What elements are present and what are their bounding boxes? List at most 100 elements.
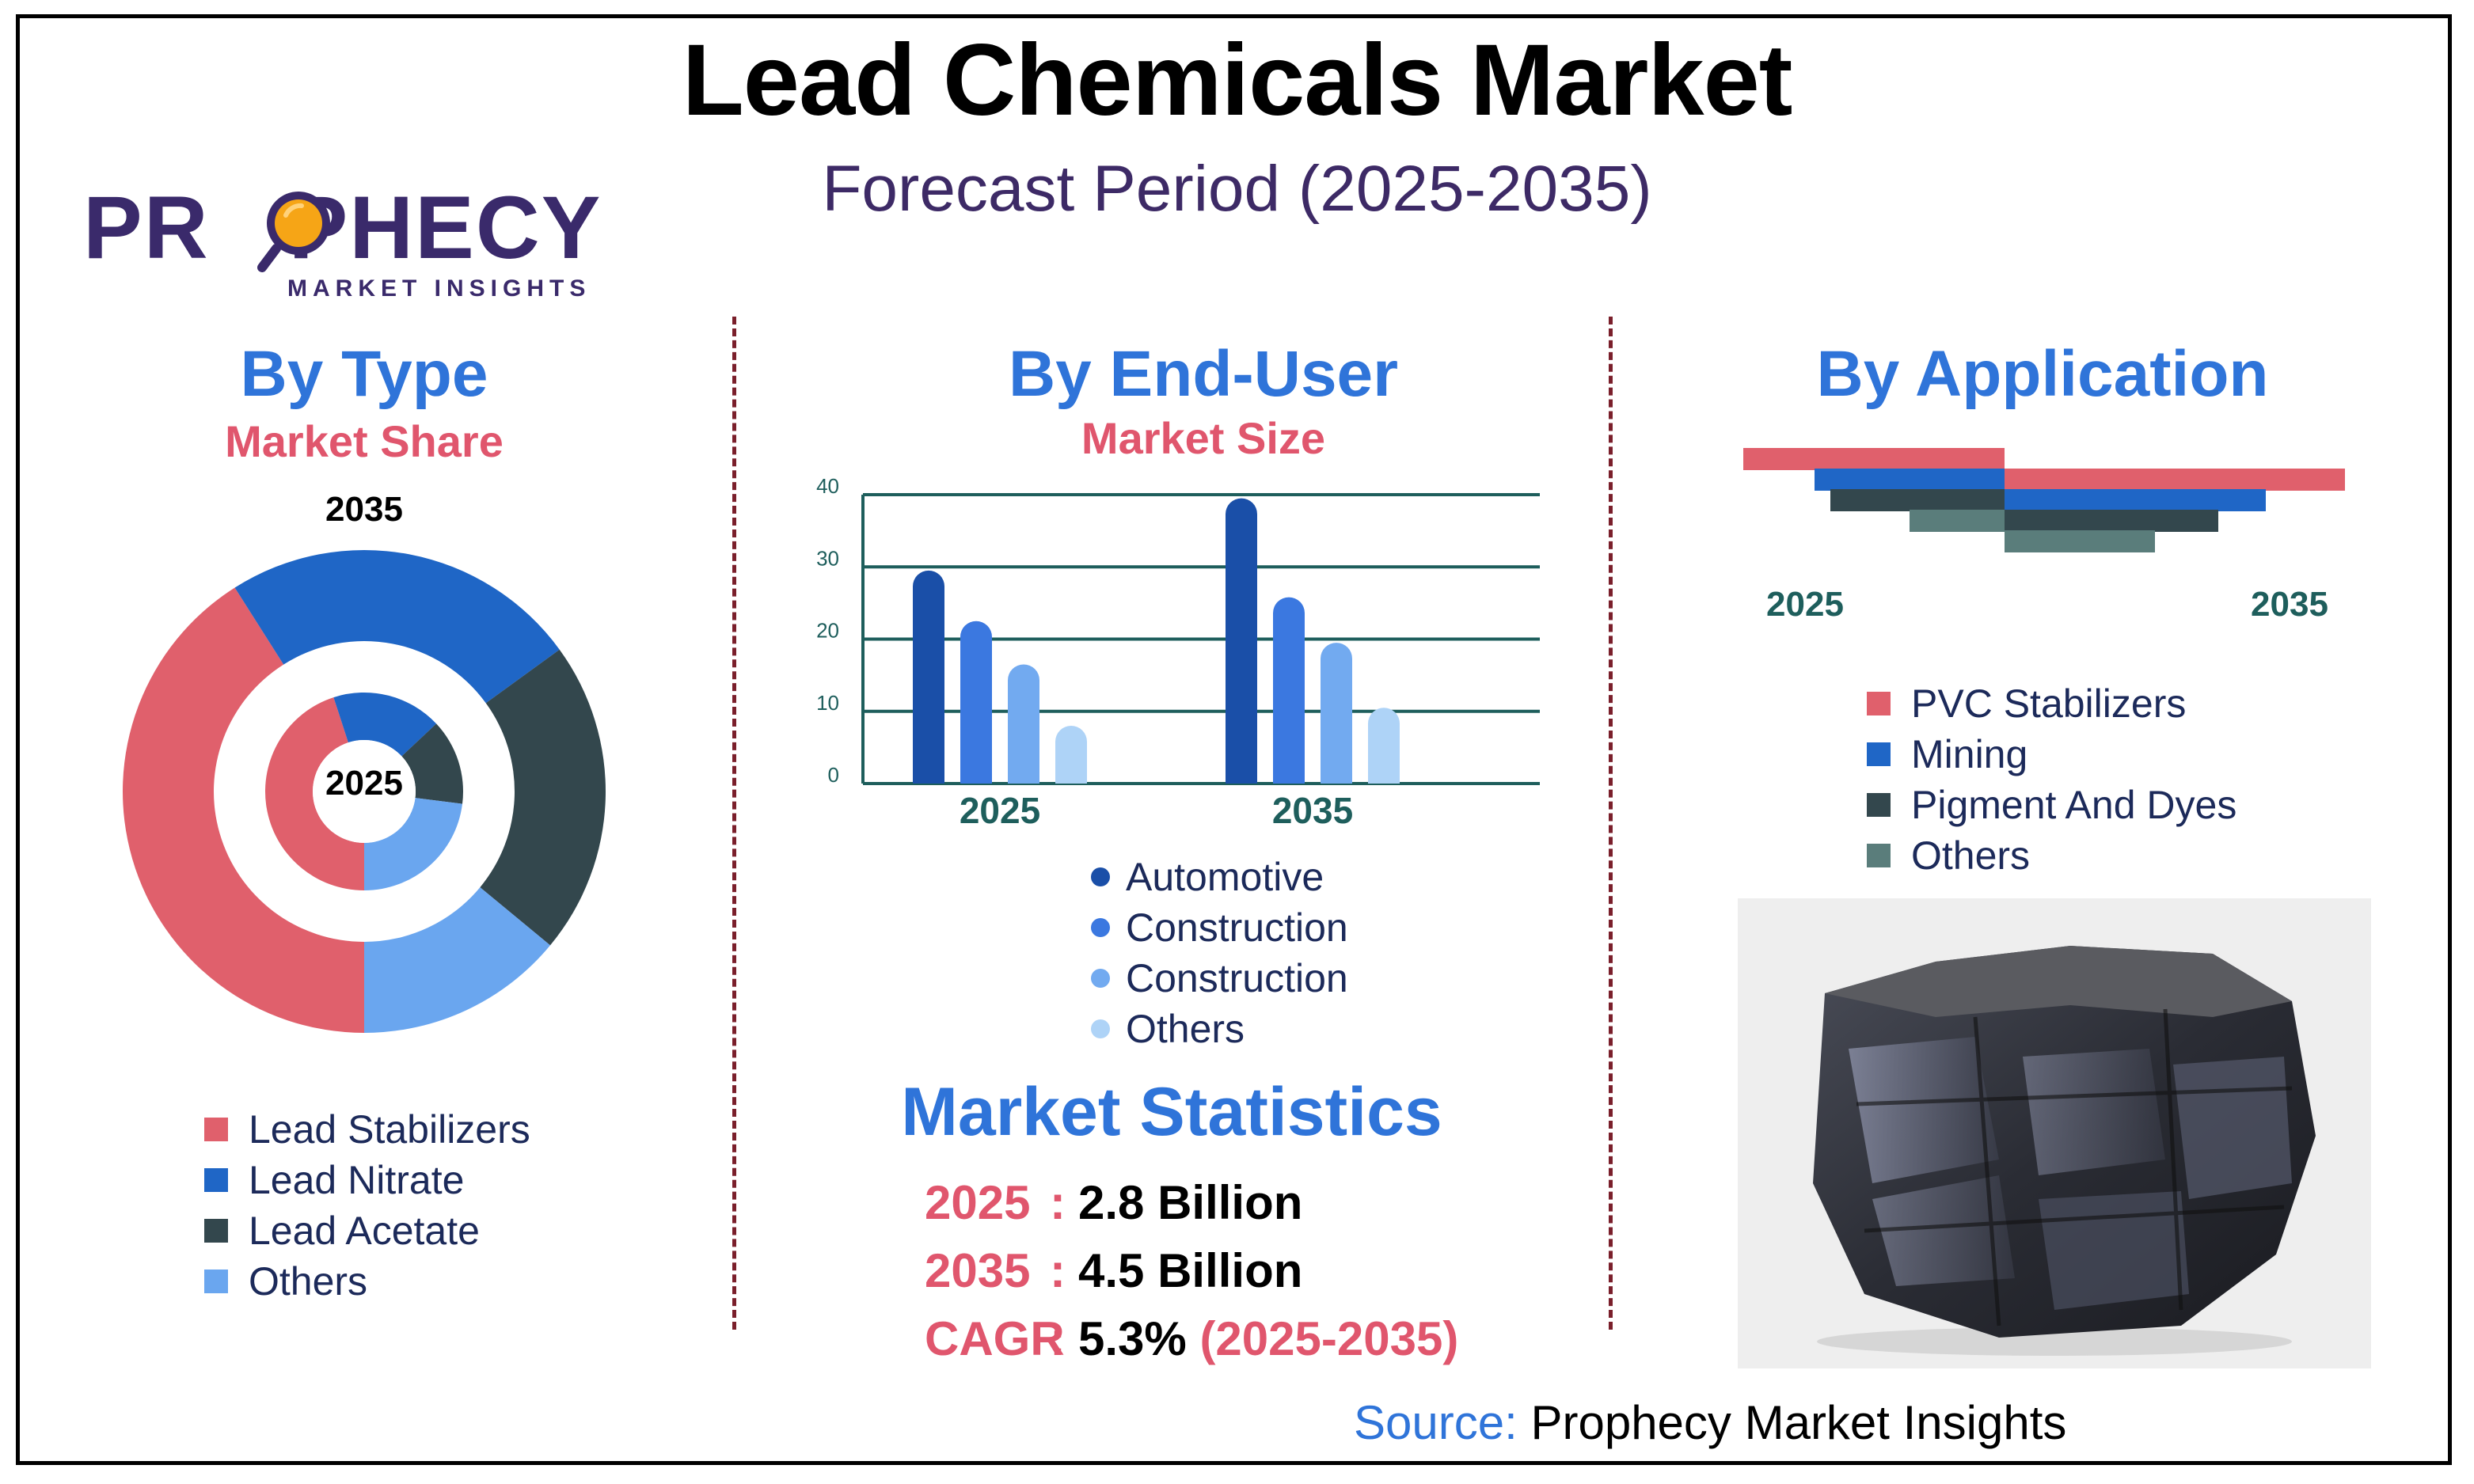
logo-tagline: MARKET INSIGHTS [287, 275, 591, 302]
butterfly-bar-2025-pvc-stabilizers [1743, 448, 2005, 470]
logo-wordmark: PR PHECY [83, 184, 602, 272]
type-donut-chart [122, 550, 606, 1033]
legend-swatch [1867, 844, 1891, 867]
stat-value: 5.3% [1078, 1312, 1200, 1365]
legend-item: Lead Acetate [204, 1205, 530, 1256]
stat-key: 2025 [925, 1176, 1031, 1229]
bar-2025-others [1055, 726, 1087, 784]
y-tick-label: 10 [816, 691, 839, 715]
end-user-panel-title: By End-User [1008, 338, 1399, 410]
legend-label: Lead Nitrate [249, 1158, 465, 1202]
stat-value: 4.5 Billion [1078, 1244, 1303, 1297]
y-tick-label: 0 [828, 763, 839, 787]
legend-item: Others [204, 1256, 530, 1307]
y-tick-label: 40 [816, 474, 839, 498]
x-tick-label: 2035 [1272, 790, 1353, 831]
divider-left [732, 317, 736, 1330]
divider-right [1609, 317, 1613, 1330]
legend-label: PVC Stabilizers [1911, 681, 2187, 726]
legend-dot [1091, 969, 1110, 988]
donut-2035-slice-lead-stabilizers [122, 587, 364, 1033]
stat-row-2025: 2025:2.8 Billion [925, 1179, 1302, 1227]
x-tick-label: 2025 [960, 790, 1040, 831]
legend-label: Lead Acetate [249, 1209, 480, 1253]
source-label: Source: [1354, 1396, 1518, 1449]
butterfly-bar-2035-pigment-and-dyes [2005, 510, 2218, 532]
legend-swatch [204, 1270, 228, 1293]
end-user-legend: Automotive Construction Construction Oth… [1091, 852, 1348, 1054]
donut-inner-year: 2025 [325, 764, 403, 803]
type-panel-subtitle: Market Share [225, 416, 504, 466]
donut-2025-slice-lead-nitrate [333, 693, 437, 757]
stat-row-cagr: CAGR: 5.3% (2025-2035) [925, 1315, 1458, 1363]
prophecy-logo: PR PHECY MARKET INSIGHTS [83, 184, 606, 302]
application-panel-title: By Application [1816, 338, 2269, 410]
legend-label: Others [1126, 1007, 1245, 1051]
legend-dot [1091, 867, 1110, 886]
butterfly-year-left: 2025 [1766, 585, 1844, 624]
y-tick-label: 20 [816, 619, 839, 643]
application-legend: PVC Stabilizers Mining Pigment And Dyes … [1867, 678, 2236, 881]
source-value: Prophecy Market Insights [1530, 1396, 2067, 1449]
donut-2035-slice-others [364, 887, 551, 1033]
bar-2025-automotive [913, 570, 944, 784]
butterfly-bar-2025-pigment-and-dyes [1830, 489, 2005, 511]
legend-item: PVC Stabilizers [1867, 678, 2236, 729]
legend-swatch [204, 1168, 228, 1192]
legend-label: Lead Stabilizers [249, 1107, 530, 1152]
bar-2025-construction [1008, 664, 1039, 784]
market-statistics-title: Market Statistics [901, 1074, 1442, 1150]
infographic-frame [16, 14, 2452, 1465]
legend-item: Automotive [1091, 852, 1348, 902]
legend-swatch [204, 1118, 228, 1141]
legend-label: Automotive [1126, 855, 1324, 899]
bar-2035-construction [1321, 643, 1352, 784]
donut-2035-slice-lead-acetate [480, 649, 606, 946]
y-tick-label: 30 [816, 546, 839, 570]
type-legend: Lead Stabilizers Lead Nitrate Lead Aceta… [204, 1104, 530, 1307]
type-panel-title: By Type [240, 338, 488, 410]
end-user-bar-chart: 0 10 20 30 40 2025 2035 [816, 474, 1540, 831]
stat-key: 2035 [925, 1244, 1031, 1297]
butterfly-year-right: 2035 [2251, 585, 2328, 624]
stat-colon: : [1050, 1176, 1066, 1229]
legend-swatch [204, 1219, 228, 1243]
butterfly-bar-2035-pvc-stabilizers [2005, 469, 2345, 491]
magnifier-icon [257, 192, 330, 272]
legend-dot [1091, 1019, 1110, 1038]
legend-item: Others [1867, 830, 2236, 881]
legend-item: Lead Stabilizers [204, 1104, 530, 1155]
butterfly-bar-2035-others [2005, 530, 2155, 552]
legend-label: Construction [1126, 905, 1348, 950]
butterfly-bar-2025-mining [1815, 469, 2005, 491]
legend-label: Pigment And Dyes [1911, 783, 2237, 827]
legend-label: Mining [1911, 732, 2028, 776]
bar-2035-others [1368, 708, 1400, 784]
donut-2025-slice-others [364, 798, 463, 890]
legend-item: Mining [1867, 729, 2236, 780]
source-line: Source: Prophecy Market Insights [1354, 1399, 2066, 1447]
lead-ore-illustration [1738, 898, 2371, 1368]
legend-label: Others [249, 1259, 368, 1304]
page-subtitle: Forecast Period (2025-2035) [822, 153, 1652, 225]
legend-item: Lead Nitrate [204, 1155, 530, 1205]
legend-label: Others [1911, 833, 2031, 878]
stat-colon: : [1050, 1312, 1066, 1365]
legend-swatch [1867, 793, 1891, 817]
stat-row-2035: 2035:4.5 Billion [925, 1247, 1302, 1295]
legend-swatch [1867, 742, 1891, 766]
stat-extra: (2025-2035) [1199, 1312, 1459, 1365]
bar-2035-automotive [1226, 498, 1257, 784]
bar-2025-construction [960, 621, 992, 784]
legend-swatch [1867, 692, 1891, 715]
legend-label: Construction [1126, 956, 1348, 1000]
donut-2025-slice-lead-acetate [401, 723, 463, 804]
stat-key: CAGR [925, 1312, 1065, 1365]
page-title: Lead Chemicals Market [682, 24, 1793, 137]
logo-word-left: PR [83, 178, 210, 277]
legend-item: Construction [1091, 902, 1348, 953]
stat-colon: : [1050, 1244, 1066, 1297]
butterfly-bar-2025-others [1910, 510, 2005, 532]
donut-center-hole [313, 740, 416, 843]
bar-2035-construction [1273, 597, 1305, 784]
